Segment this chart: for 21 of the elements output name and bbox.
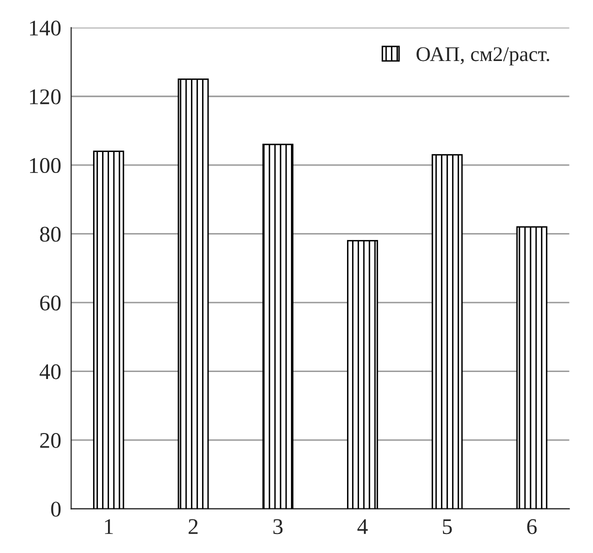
x-tick-label: 6	[527, 519, 537, 534]
bar	[516, 226, 548, 509]
x-tick-label: 2	[188, 519, 198, 534]
y-tick-label: 40	[40, 364, 61, 380]
bar	[432, 154, 463, 509]
y-tick-label: 60	[40, 296, 61, 310]
y-tick-label: 0	[51, 502, 61, 517]
y-tick-label: 140	[30, 20, 61, 36]
bar	[347, 240, 378, 509]
bar	[262, 144, 294, 509]
bar	[93, 150, 124, 509]
x-tick-label: 5	[442, 519, 452, 534]
bar	[178, 78, 209, 509]
x-tick-label: 1	[105, 519, 113, 534]
y-tick-label: 80	[40, 226, 61, 242]
legend-label: ОАП, см2/раст.	[416, 47, 550, 66]
y-tick-label: 20	[40, 432, 61, 448]
y-tick-label: 100	[30, 158, 61, 174]
x-tick-label: 3	[273, 519, 283, 534]
x-tick-label: 4	[357, 519, 368, 534]
y-tick-label: 120	[30, 89, 61, 104]
